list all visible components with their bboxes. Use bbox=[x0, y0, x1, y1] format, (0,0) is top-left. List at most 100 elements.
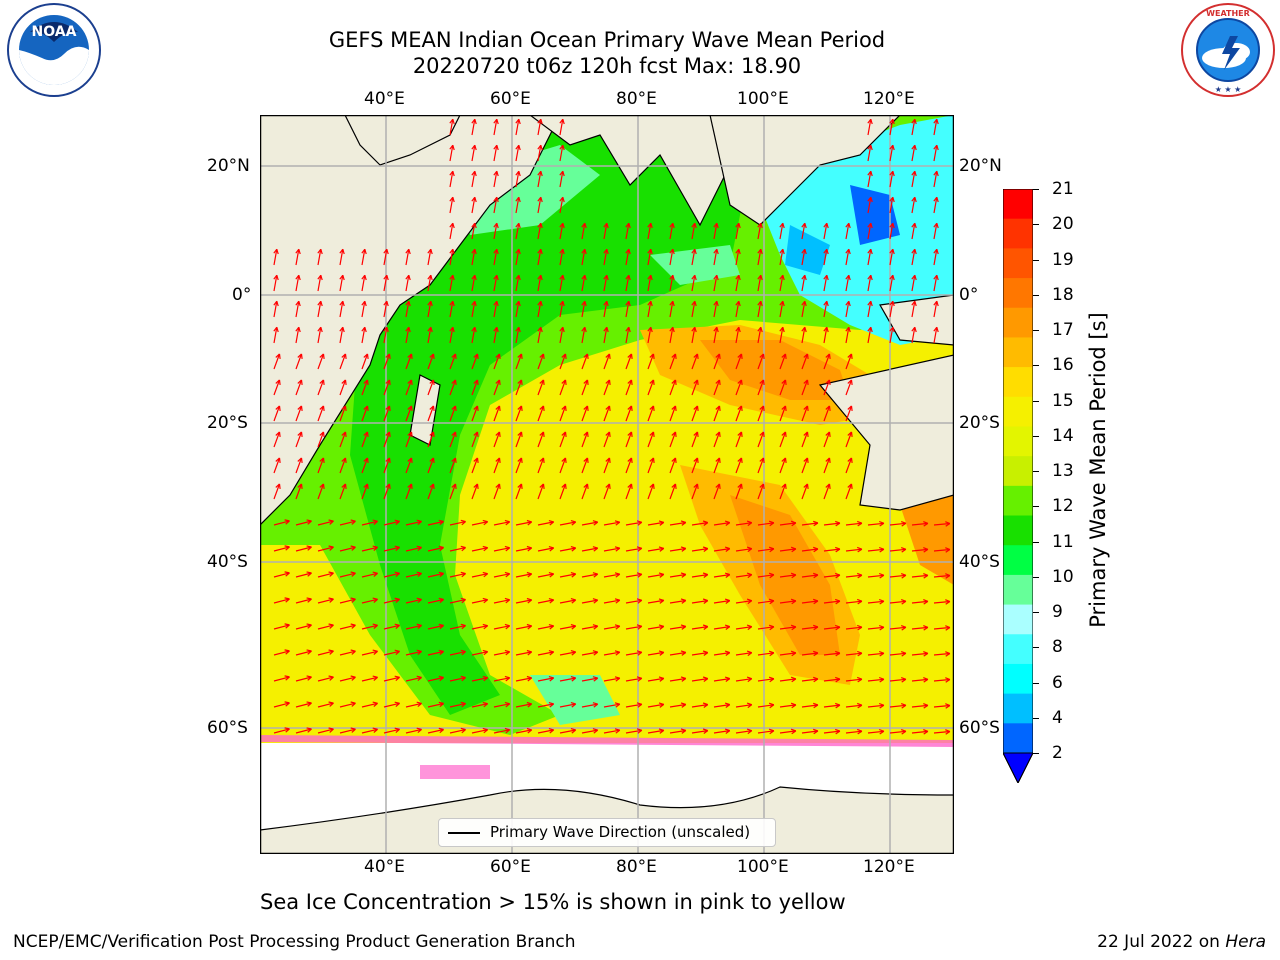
direction-arrow bbox=[867, 730, 884, 734]
direction-arrow-head bbox=[627, 379, 633, 385]
direction-arrow-head bbox=[801, 222, 807, 229]
direction-arrow-head bbox=[306, 701, 312, 707]
direction-arrow bbox=[735, 327, 740, 344]
direction-arrow-head bbox=[803, 457, 809, 463]
direction-arrow bbox=[559, 223, 564, 240]
direction-arrow-head bbox=[517, 379, 523, 385]
direction-arrow bbox=[603, 703, 620, 708]
direction-arrow-head bbox=[583, 457, 589, 463]
direction-arrow-head bbox=[737, 353, 743, 359]
direction-arrow-head bbox=[372, 727, 378, 733]
direction-arrow-head bbox=[416, 519, 422, 526]
direction-arrow-head bbox=[495, 431, 501, 437]
direction-arrow-head bbox=[273, 326, 279, 333]
direction-arrow bbox=[471, 405, 479, 422]
direction-arrow bbox=[537, 599, 554, 604]
direction-arrow-head bbox=[517, 405, 523, 411]
direction-arrow bbox=[757, 327, 762, 344]
direction-arrow bbox=[735, 730, 752, 734]
direction-arrow bbox=[779, 574, 796, 578]
direction-arrow bbox=[933, 327, 938, 344]
direction-arrow-head bbox=[339, 326, 345, 333]
direction-arrow bbox=[559, 729, 576, 734]
direction-arrow bbox=[471, 275, 476, 292]
direction-arrow-head bbox=[284, 519, 290, 525]
direction-arrow bbox=[647, 599, 664, 604]
direction-arrow-head bbox=[900, 547, 907, 553]
direction-arrow-head bbox=[429, 431, 435, 437]
direction-arrow-head bbox=[781, 431, 787, 437]
colorbar-segment bbox=[1003, 663, 1033, 695]
wave-period-map bbox=[260, 115, 954, 854]
direction-arrow-head bbox=[856, 598, 863, 605]
direction-arrow-head bbox=[923, 703, 929, 709]
direction-arrow-head bbox=[350, 649, 356, 655]
direction-arrow bbox=[427, 598, 444, 604]
direction-arrow bbox=[911, 119, 916, 136]
direction-arrow bbox=[449, 573, 466, 578]
direction-arrow bbox=[471, 625, 488, 630]
direction-arrow bbox=[515, 599, 532, 604]
direction-arrow-head bbox=[515, 222, 521, 229]
direction-arrow-head bbox=[911, 144, 917, 151]
direction-arrow bbox=[625, 405, 633, 422]
direction-arrow-head bbox=[757, 300, 763, 307]
direction-arrow-head bbox=[548, 598, 555, 604]
direction-arrow bbox=[273, 483, 281, 500]
direction-arrow bbox=[361, 572, 378, 578]
direction-arrow bbox=[603, 651, 620, 656]
direction-arrow-head bbox=[537, 196, 543, 203]
direction-arrow-head bbox=[438, 519, 444, 526]
direction-arrow bbox=[889, 574, 906, 578]
direction-arrow bbox=[537, 573, 554, 578]
direction-arrow bbox=[713, 678, 730, 682]
direction-arrow bbox=[757, 626, 774, 630]
direction-arrow-head bbox=[504, 597, 511, 604]
direction-arrow-head bbox=[693, 379, 699, 385]
direction-arrow-head bbox=[306, 519, 312, 525]
direction-arrow bbox=[515, 457, 523, 474]
direction-arrow bbox=[823, 678, 840, 682]
direction-arrow-head bbox=[911, 274, 917, 281]
colorbar-tick-mark bbox=[1033, 647, 1039, 649]
direction-arrow-head bbox=[363, 379, 369, 385]
direction-arrow bbox=[801, 522, 818, 526]
direction-arrow bbox=[757, 704, 774, 708]
direction-arrow bbox=[581, 599, 598, 604]
direction-arrow bbox=[735, 652, 752, 656]
direction-arrow-head bbox=[625, 248, 631, 255]
direction-arrow bbox=[625, 379, 633, 396]
direction-arrow-head bbox=[394, 675, 400, 682]
direction-arrow-head bbox=[614, 598, 621, 604]
direction-arrow-head bbox=[724, 650, 731, 656]
direction-arrow bbox=[779, 405, 787, 422]
direction-arrow bbox=[845, 678, 862, 682]
direction-arrow bbox=[427, 650, 444, 656]
direction-arrow bbox=[537, 379, 545, 396]
direction-arrow bbox=[889, 600, 906, 604]
direction-arrow bbox=[823, 652, 840, 656]
direction-arrow bbox=[515, 729, 532, 734]
direction-arrow bbox=[823, 600, 840, 604]
direction-arrow bbox=[911, 626, 928, 630]
direction-arrow-head bbox=[900, 677, 907, 683]
colorbar-tick-mark bbox=[1033, 576, 1039, 578]
direction-arrow-head bbox=[790, 598, 797, 605]
direction-arrow-head bbox=[449, 326, 455, 333]
direction-arrow-head bbox=[394, 519, 400, 526]
direction-arrow bbox=[295, 650, 312, 656]
direction-arrow bbox=[295, 572, 312, 578]
orange-zone-max bbox=[730, 495, 840, 655]
legend-line-sample bbox=[448, 832, 480, 834]
direction-arrow bbox=[493, 431, 501, 448]
direction-arrow-head bbox=[889, 118, 895, 125]
direction-arrow bbox=[735, 548, 752, 552]
direction-arrow bbox=[559, 197, 564, 214]
direction-arrow-head bbox=[548, 624, 555, 630]
direction-arrow-head bbox=[570, 546, 577, 552]
direction-arrow-head bbox=[383, 300, 389, 307]
direction-arrow bbox=[779, 457, 787, 474]
direction-arrow-head bbox=[691, 248, 697, 255]
lon-tick-bottom: 60°E bbox=[490, 857, 531, 877]
direction-arrow bbox=[295, 275, 300, 292]
